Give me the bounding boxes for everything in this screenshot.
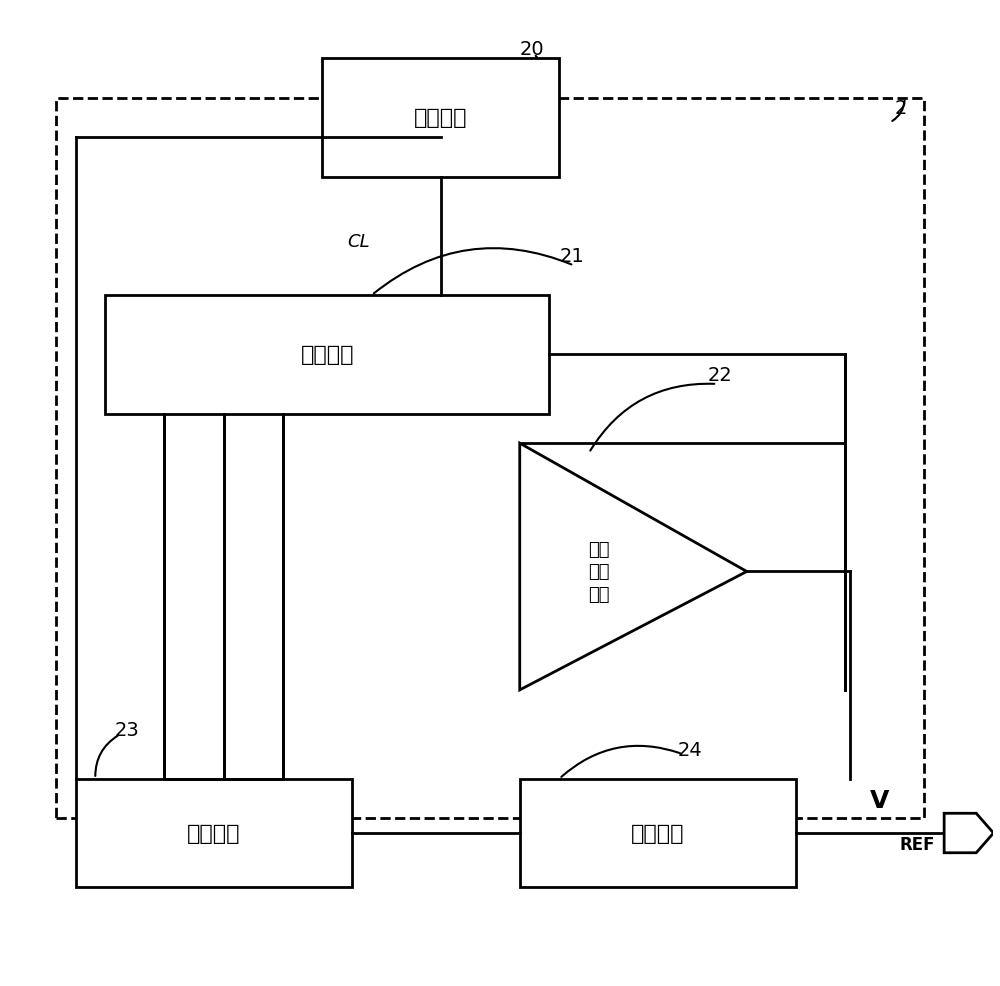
Bar (76, 779, 352, 887)
Text: CL: CL (347, 233, 370, 250)
Text: 23: 23 (115, 721, 140, 740)
Bar (56, 99, 924, 818)
Bar (105, 296, 549, 414)
Text: REF: REF (900, 835, 935, 853)
Bar (520, 779, 796, 887)
Polygon shape (520, 444, 747, 690)
Text: 解调单元: 解调单元 (187, 823, 241, 843)
Text: V: V (870, 789, 890, 812)
Text: 21: 21 (559, 247, 584, 266)
Text: 滤波单元: 滤波单元 (631, 823, 685, 843)
Text: 时钟单元: 时钟单元 (414, 108, 468, 128)
Text: 20: 20 (520, 40, 544, 59)
Bar (322, 59, 559, 177)
Text: 调制单元: 调制单元 (301, 345, 354, 365)
Text: 斩波
运放
单元: 斩波 运放 单元 (588, 540, 609, 603)
Text: 2: 2 (895, 100, 907, 118)
Text: 24: 24 (678, 740, 702, 759)
Text: 22: 22 (707, 366, 732, 385)
Polygon shape (944, 813, 993, 853)
